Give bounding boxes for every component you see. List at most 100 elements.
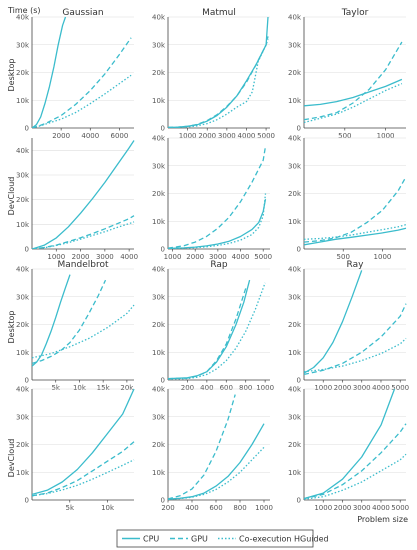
series-dotted-line: [32, 221, 135, 249]
x-tick-label: 4000: [372, 384, 390, 392]
series-dashed-line: [304, 41, 403, 121]
time-axis-label: Time (s): [7, 6, 41, 15]
x-tick-label: 3000: [353, 384, 371, 392]
x-tick-label: 500: [338, 132, 351, 140]
y-tick-label: 0: [161, 377, 165, 385]
x-tick-label: 1000: [314, 504, 332, 512]
x-tick-label: 3000: [353, 504, 371, 512]
y-tick-label: 20k: [152, 69, 166, 77]
row-label-desktop-bottom: Desktop: [7, 311, 16, 344]
y-tick-label: 10k: [152, 218, 166, 226]
panel-title: Rap: [210, 260, 228, 270]
y-tick-label: 30k: [16, 172, 30, 180]
series-dotted-line: [304, 223, 407, 240]
panel-rap: 0 10k 20k 30k 40k 200 400 600 800 1000 Rap: [152, 260, 274, 392]
series-dotted-line: [304, 453, 407, 500]
y-tick-label: 40k: [16, 14, 30, 22]
y-tick-label: 40k: [16, 266, 30, 274]
y-tick-label: 30k: [152, 41, 166, 49]
panel-r3c0: 0 10k 20k 30k 40k 5k 10k: [16, 386, 135, 512]
y-tick-label: 10k: [16, 469, 30, 477]
series-dotted-line: [32, 304, 135, 359]
panel-title: Matmul: [202, 8, 236, 18]
series-solid-line: [304, 227, 407, 246]
x-tick-label: 4000: [372, 504, 390, 512]
series-dashed-line: [168, 288, 247, 380]
x-tick-label: 3000: [209, 253, 227, 261]
y-tick-label: 10k: [16, 97, 30, 105]
x-tick-label: 4000: [232, 253, 250, 261]
x-tick-label: 1000: [255, 504, 273, 512]
x-tick-label: 10k: [73, 384, 87, 392]
series-dashed-line: [32, 37, 132, 128]
x-tick-label: 1000: [377, 132, 395, 140]
x-tick-label: 5k: [51, 384, 60, 392]
series-dashed-line: [32, 279, 107, 365]
y-tick-label: 40k: [152, 14, 166, 22]
panel-r1c0: 0 10k 20k 30k 40k 1000 2000 3000 4000: [16, 138, 138, 261]
y-tick-label: 30k: [288, 162, 302, 170]
y-tick-label: 10k: [152, 97, 166, 105]
x-tick-label: 1000: [374, 253, 392, 261]
series-solid-line: [32, 274, 71, 367]
panel-title: Gaussian: [62, 8, 103, 18]
panel-title: Mandelbrot: [58, 260, 109, 270]
panel-r1c2: 0 10k 20k 30k 40k 500 1000: [288, 135, 407, 261]
x-tick-label: 5k: [66, 504, 75, 512]
panel-ray: 0 10k 20k 30k 40k 1000 2000 3000 4000 5000 Ray: [288, 260, 409, 392]
x-tick-label: 5000: [254, 253, 272, 261]
x-tick-label: 6000: [111, 132, 129, 140]
y-tick-label: 0: [297, 497, 301, 505]
x-tick-label: 5000: [391, 384, 409, 392]
series-dashed-line: [304, 303, 407, 376]
panel-title: Taylor: [341, 8, 369, 18]
y-tick-label: 20k: [16, 441, 30, 449]
y-tick-label: 40k: [288, 14, 302, 22]
legend-label-cpu: CPU: [143, 535, 159, 544]
series-dashed-line: [304, 176, 407, 243]
series-dashed-line: [304, 423, 407, 500]
series-solid-line: [32, 16, 67, 128]
x-tick-label: 1000: [164, 253, 182, 261]
x-tick-label: 800: [239, 384, 252, 392]
panel-matmul: 0 10k 20k 30k 40k 1000 2000 3000 4000 5000 Matmul: [152, 8, 275, 140]
series-dashed-line: [32, 441, 135, 497]
panel-r3c1: 0 10k 20k 30k 40k 200 400 600 800 1000: [152, 386, 273, 513]
x-tick-label: 2000: [72, 253, 90, 261]
series-dotted-line: [32, 459, 135, 497]
x-tick-label: 4000: [238, 132, 256, 140]
x-tick-label: 4000: [120, 253, 138, 261]
series-dashed-line: [168, 394, 236, 500]
y-tick-label: 20k: [152, 321, 166, 329]
x-tick-label: 600: [220, 384, 233, 392]
x-tick-label: 5000: [257, 132, 275, 140]
x-tick-label: 2000: [198, 132, 216, 140]
y-tick-label: 0: [25, 497, 29, 505]
x-tick-label: 15k: [97, 384, 111, 392]
y-tick-label: 20k: [152, 190, 166, 198]
y-tick-label: 10k: [288, 97, 302, 105]
series-solid-line: [168, 423, 265, 500]
x-tick-label: 200: [181, 384, 194, 392]
x-tick-label: 10k: [101, 504, 115, 512]
y-tick-label: 30k: [152, 413, 166, 421]
x-tick-label: 600: [209, 504, 222, 512]
series-solid-line: [32, 388, 135, 496]
y-tick-label: 10k: [16, 349, 30, 357]
series-dotted-line: [32, 74, 132, 128]
x-tick-label: 1000: [179, 132, 197, 140]
y-tick-label: 10k: [152, 349, 166, 357]
y-tick-label: 40k: [288, 135, 302, 143]
panel-taylor: 0 10k 20k 30k 40k 500 1000 Taylor: [288, 8, 406, 140]
series-dashed-line: [168, 146, 267, 249]
y-tick-label: 10k: [288, 218, 302, 226]
y-tick-label: 40k: [16, 386, 30, 394]
y-tick-label: 40k: [152, 135, 166, 143]
series-solid-line: [32, 140, 135, 249]
panel-title: Ray: [347, 260, 365, 270]
y-tick-label: 30k: [288, 293, 302, 301]
y-tick-label: 10k: [152, 469, 166, 477]
y-tick-label: 30k: [16, 293, 30, 301]
